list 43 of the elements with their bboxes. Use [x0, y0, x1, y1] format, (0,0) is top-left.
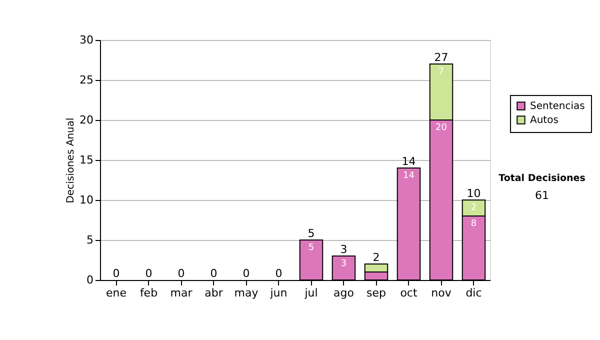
total-label: 2	[372, 251, 380, 264]
text: Total Decisiones	[498, 173, 586, 184]
x-tick-label: abr	[204, 286, 224, 300]
x-tick-label: may	[234, 286, 259, 300]
total-label: 14	[402, 155, 416, 168]
total-label: 10	[466, 187, 481, 200]
data-label: 2	[470, 203, 477, 213]
y-tick-label: 20	[80, 114, 94, 126]
y-axis-title: Decisiones Anual	[66, 118, 77, 204]
data-label: 7	[438, 67, 444, 77]
x-tick-label: mar	[170, 286, 193, 300]
x-tick-label: nov	[431, 286, 452, 300]
y-tick-label: 15	[80, 154, 94, 166]
x-tick-label: oct	[400, 286, 418, 300]
y-tick-label: 30	[80, 34, 94, 46]
legend-label: Sentencias	[530, 101, 585, 112]
x-tick-label: ene	[106, 286, 127, 300]
legend-label: Autos	[530, 115, 558, 126]
total-label: 0	[145, 267, 152, 280]
x-tick-label: jun	[269, 286, 288, 300]
x-tick-label: dic	[466, 286, 482, 300]
total-label: 0	[178, 267, 185, 280]
y-tick-label: 10	[80, 194, 94, 206]
data-label: 20	[436, 123, 448, 133]
y-tick-label: 25	[80, 74, 94, 86]
total-label: 3	[340, 243, 348, 256]
x-tick-label: sep	[366, 286, 386, 300]
total-label: 5	[308, 227, 315, 240]
total-label: 0	[112, 267, 120, 280]
total-label: 0	[275, 267, 282, 280]
data-label: 3	[340, 259, 347, 269]
x-tick-label: jul	[304, 286, 318, 300]
x-tick-label: feb	[140, 286, 158, 300]
data-label: 8	[470, 219, 477, 229]
y-tick-label: 0	[86, 274, 94, 286]
x-tick-label: ago	[334, 286, 354, 300]
total-label: 27	[434, 51, 448, 64]
data-label: 5	[308, 243, 314, 253]
total-label: 0	[242, 267, 250, 280]
data-label: 14	[403, 171, 415, 181]
text: 61	[535, 189, 549, 202]
y-tick-label: 5	[86, 234, 94, 246]
total-label: 0	[210, 267, 218, 280]
